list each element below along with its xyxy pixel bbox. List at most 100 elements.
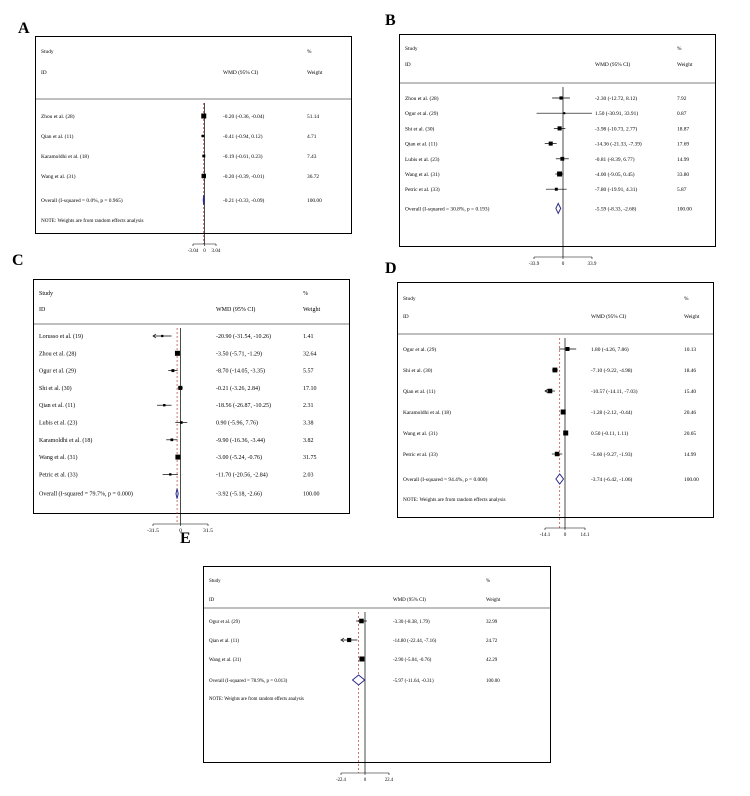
study-weight-value: 3.82 <box>303 438 314 444</box>
overall-diamond <box>555 202 562 215</box>
study-ci-value: -10.57 (-14.11, -7.03) <box>591 388 638 395</box>
study-label: Wang et al. (31) <box>39 454 78 461</box>
point-estimate-box <box>552 367 558 373</box>
study-weight-value: 17.69 <box>677 142 689 148</box>
forest-plot-e: Study ID WMD (95% CI)% Weight Ogur et al. (2… <box>203 566 551 783</box>
study-ci-value: -4.00 (-9.05, 0.45) <box>595 171 635 178</box>
footnote-weights: NOTE: Weights are from random effects an… <box>41 217 144 224</box>
overall-diamond <box>202 194 205 206</box>
header-percent: % <box>684 296 689 302</box>
overall-weight-value: 100.00 <box>307 198 322 204</box>
study-ci-value: 1.50 (-30.91, 33.91) <box>595 110 638 117</box>
study-ci-value: 1.80 (-4.26, 7.86) <box>591 346 629 353</box>
forest-plot-c: Study ID WMD (95% CI)% Weight Lorusso et al.… <box>33 279 350 534</box>
plot-frame <box>33 279 350 514</box>
point-estimate-box <box>201 113 207 119</box>
study-label: Lorusso et al. (19) <box>39 333 83 340</box>
x-axis-tick-label: 0 <box>562 261 565 267</box>
overall-weight-value: 100.00 <box>677 206 692 212</box>
header-study: Study <box>209 579 221 584</box>
study-ci-value: -5.60 (-9.27, -1.93) <box>591 451 633 458</box>
overall-diamond <box>555 473 565 485</box>
x-axis-tick-label: 0 <box>364 778 367 783</box>
study-ci-value: -11.70 (-20.56, -2.84) <box>216 471 268 478</box>
study-weight-value: 15.40 <box>684 389 696 395</box>
study-label: Wang et al. (31) <box>209 658 241 663</box>
study-ci-value: -3.98 (-10.73, 2.77) <box>595 125 637 132</box>
study-label: Qian et al. (11) <box>209 639 239 644</box>
x-axis-tick-label: 31.5 <box>203 528 213 534</box>
overall-ci-value: -3.92 (-5.18, -2.66) <box>216 491 262 498</box>
x-axis-tick-label: -14.1 <box>540 532 551 538</box>
study-label: Ogur et al. (29) <box>403 346 436 353</box>
study-weight-value: 5.87 <box>677 187 687 193</box>
study-weight-value: 14.99 <box>684 452 696 458</box>
study-label: Wang et al. (31) <box>405 171 440 178</box>
study-label: Ogur et al. (29) <box>405 110 438 117</box>
study-ci-value: -0.21 (-3.26, 2.84) <box>216 385 260 392</box>
study-label: Wang et al. (31) <box>41 173 76 180</box>
overall-ci-value: -5.97 (-11.64, -0.31) <box>393 679 434 684</box>
study-ci-value: -18.56 (-26.87, -10.25) <box>216 402 271 409</box>
study-ci-value: -7.80 (-19.91, 4.31) <box>595 186 637 193</box>
study-label: Shi et al. (30) <box>403 367 433 374</box>
study-weight-value: 33.80 <box>677 172 689 178</box>
study-weight-value: 17.10 <box>303 386 317 392</box>
x-axis-tick-label: 0 <box>179 528 182 534</box>
study-label: Wang et al. (31) <box>403 430 438 437</box>
study-ci-value: -2.30 (-12.72, 8.12) <box>595 95 637 102</box>
header-effect: WMD (95% CI) <box>591 313 627 320</box>
header-percent: % <box>303 291 308 297</box>
study-ci-value: -1.28 (-2.12, -0.44) <box>591 409 633 416</box>
study-label: Qian et al. (11) <box>41 133 74 140</box>
study-label: Petric et al. (33) <box>39 471 78 478</box>
header-id: ID <box>405 62 411 68</box>
study-label: Ogur et al. (29) <box>39 368 76 375</box>
x-axis-tick-label: 22.4 <box>385 778 394 783</box>
study-ci-value: 0.90 (-5.96, 7.76) <box>216 420 258 427</box>
header-id: ID <box>41 70 47 76</box>
study-label: Lubis et al. (23) <box>405 156 440 163</box>
overall-label: Overall (I-squared = 94.4%, p = 0.000) <box>403 476 488 483</box>
ci-arrow <box>340 637 345 643</box>
study-weight-value: 0.87 <box>677 111 687 117</box>
overall-weight-value: 100.00 <box>303 492 320 498</box>
overall-weight-value: 100.00 <box>684 477 699 483</box>
study-label: Shi et al. (30) <box>405 125 435 132</box>
point-estimate-box <box>201 173 206 179</box>
point-estimate-box <box>169 473 172 476</box>
study-label: Lubis et al. (23) <box>39 420 77 427</box>
point-estimate-box <box>171 369 175 373</box>
plot-frame <box>203 566 551 763</box>
x-axis-tick-label: 33.9 <box>588 261 597 267</box>
overall-ci-value: -3.74 (-6.42, -1.06) <box>591 476 633 483</box>
overall-ci-value: -5.59 (-8.33, -2.68) <box>595 205 637 212</box>
study-ci-value: -0.20 (-0.36, -0.04) <box>223 113 265 120</box>
x-axis-tick-label: 0 <box>203 248 206 254</box>
study-weight-value: 42.29 <box>486 658 498 663</box>
point-estimate-box <box>554 451 560 457</box>
point-estimate-box <box>554 187 558 191</box>
study-ci-value: -3.50 (-5.71, -1.29) <box>216 350 262 357</box>
point-estimate-box <box>359 656 365 662</box>
overall-diamond <box>351 674 366 686</box>
study-ci-value: -8.70 (-14.05, -3.35) <box>216 368 265 375</box>
study-weight-value: 1.41 <box>303 334 314 340</box>
study-label: Qian et al. (11) <box>403 388 436 395</box>
point-estimate-box <box>161 334 164 338</box>
header-id: ID <box>403 314 409 320</box>
plot-frame <box>35 36 352 234</box>
x-axis-tick-label: 14.1 <box>581 532 590 538</box>
header-weight: Weight <box>677 62 693 68</box>
point-estimate-box <box>560 409 566 415</box>
overall-weight-value: 100.00 <box>486 679 500 684</box>
study-weight-value: 36.72 <box>307 174 319 180</box>
study-weight-value: 20.65 <box>684 431 696 437</box>
plot-frame <box>399 34 716 247</box>
point-estimate-box <box>174 350 180 356</box>
ci-arrow <box>544 388 549 394</box>
study-ci-value: -9.90 (-16.36, -3.44) <box>216 437 265 444</box>
study-label: Karamoldhi et al. (18) <box>39 437 92 444</box>
panel-label-c: C <box>12 252 24 269</box>
header-weight: Weight <box>684 314 700 320</box>
